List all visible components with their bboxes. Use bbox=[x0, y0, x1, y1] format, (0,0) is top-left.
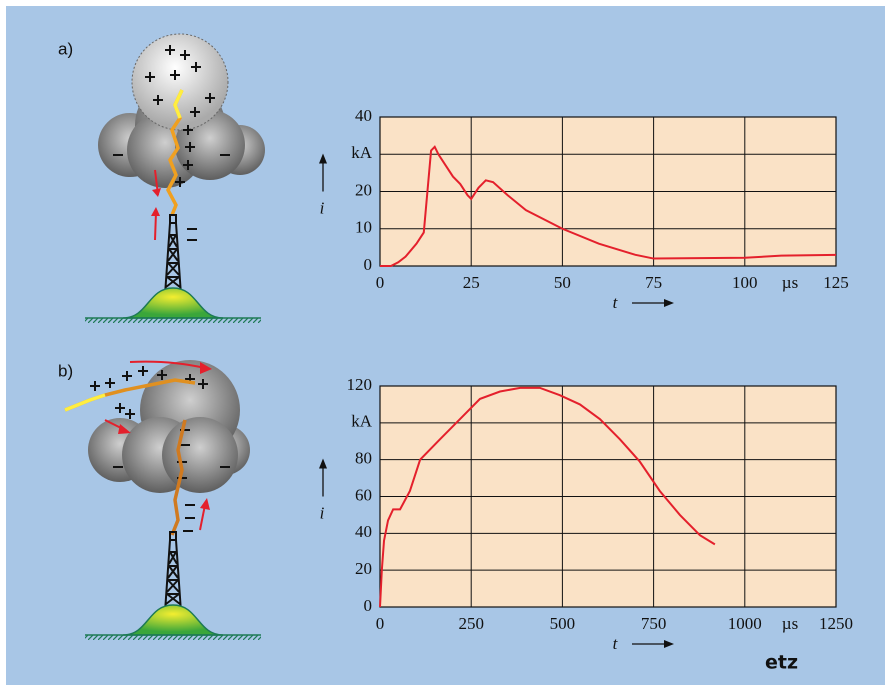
y-tick-label: 60 bbox=[355, 485, 372, 504]
y-tick-label: 10 bbox=[355, 218, 372, 237]
panel-label: b) bbox=[58, 361, 73, 380]
y-tick-label: 20 bbox=[355, 559, 372, 578]
y-tick-label: 0 bbox=[364, 596, 373, 615]
y-tick-label: 0 bbox=[364, 255, 373, 274]
x-tick-label: 125 bbox=[823, 273, 849, 292]
x-tick-label: 25 bbox=[463, 273, 480, 292]
y-tick-label: 120 bbox=[347, 375, 373, 394]
y-tick-label: 20 bbox=[355, 180, 372, 199]
x-unit: µs bbox=[782, 614, 798, 633]
x-unit: µs bbox=[782, 273, 798, 292]
y-axis-label: i bbox=[320, 503, 325, 522]
x-tick-label: 500 bbox=[550, 614, 576, 633]
x-tick-label: 0 bbox=[376, 614, 385, 633]
x-tick-label: 250 bbox=[458, 614, 484, 633]
y-axis-label: i bbox=[320, 198, 325, 217]
x-tick-label: 1250 bbox=[819, 614, 853, 633]
y-tick-label: 40 bbox=[355, 522, 372, 541]
panel-label: a) bbox=[58, 39, 73, 58]
x-tick-label: 100 bbox=[732, 273, 758, 292]
y-tick-label: kA bbox=[351, 412, 373, 431]
x-tick-label: 1000 bbox=[728, 614, 762, 633]
x-tick-label: 50 bbox=[554, 273, 571, 292]
y-tick-label: kA bbox=[351, 143, 373, 162]
page: {"chart_data":[ {"type":"line","panel_la… bbox=[0, 0, 891, 691]
y-tick-label: 40 bbox=[355, 106, 372, 125]
y-tick-label: 80 bbox=[355, 449, 372, 468]
x-tick-label: 75 bbox=[645, 273, 662, 292]
x-tick-label: 0 bbox=[376, 273, 385, 292]
x-tick-label: 750 bbox=[641, 614, 667, 633]
figure: etz a)01020kA400255075100125µsitb)020406… bbox=[0, 0, 891, 691]
logo: etz bbox=[765, 652, 798, 674]
